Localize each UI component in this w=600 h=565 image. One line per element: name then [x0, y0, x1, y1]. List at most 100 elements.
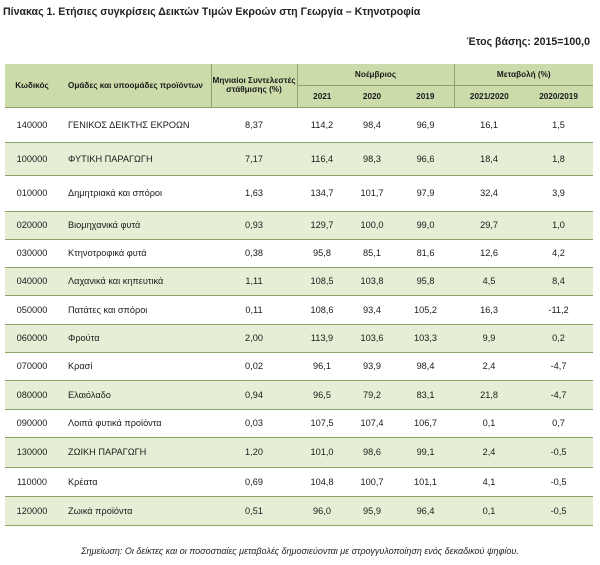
cell-value-2020: 98,6	[347, 437, 397, 467]
cell-value-2021: 96,1	[313, 361, 331, 371]
cell-group-name: Δημητριακά και σπόροι	[68, 188, 163, 198]
cell-value-2020: 93,4	[363, 304, 381, 315]
table-row: 080000 Ελαιόλαδο 0,94 96,5 79,2 83,1 21,8 -4,7	[5, 380, 594, 409]
cell-code: 110000	[17, 476, 47, 487]
cell-change-2021-2020: 9,9	[454, 324, 525, 352]
cell-group-name: Λοιπά φυτικά προϊόντα	[68, 418, 162, 428]
table-row: 090000 Λοιπά φυτικά προϊόντα 0,03 107,5 107,…	[5, 409, 594, 437]
cell-change-2020-2019: -0,5	[524, 437, 594, 467]
table-row: 070000 Κρασί 0,02 96,1 93,9 98,4 2,4 -4,7	[5, 352, 594, 380]
header-code: Κωδικός	[5, 64, 59, 107]
cell-group-name: ΓΕΝΙΚΟΣ ΔΕΙΚΤΗΣ ΕΚΡΟΩΝ	[68, 119, 190, 130]
cell-code: 140000	[16, 119, 48, 130]
cell-value-2019: 95,8	[397, 267, 455, 295]
cell-change-2020-2019: -11,2	[548, 304, 569, 315]
cell-value-2019: 99,0	[397, 211, 455, 239]
cell-change-2021-2020: 4,5	[454, 267, 525, 295]
cell-code: 030000	[16, 248, 48, 258]
cell-value-2019: 103,3	[397, 324, 455, 352]
footnote: Σημείωση: Οι δείκτες και οι ποσοστιαίες …	[81, 546, 519, 556]
cell-value-2019: 81,6	[416, 248, 435, 258]
base-year-label: Έτος βάσης: 2015=100,0	[466, 36, 590, 48]
cell-change-2020-2019: -4,7	[550, 361, 567, 371]
cell-change-2021-2020: 0,1	[482, 418, 496, 428]
cell-value-2021: 116,4	[297, 142, 347, 175]
cell-value-2019: 96,9	[416, 119, 435, 130]
cell-value-2020: 98,3	[347, 142, 397, 175]
cell-group-name: ΖΩΙΚΗ ΠΑΡΑΓΩΓΗ	[59, 437, 211, 467]
cell-change-2020-2019: 1,8	[524, 142, 594, 175]
cell-group-name: Κρέατα	[68, 476, 98, 487]
cell-code: 020000	[5, 211, 59, 239]
cell-value-2020: 98,4	[363, 119, 381, 130]
cell-value-2020: 107,4	[360, 418, 384, 428]
cell-change-2021-2020: 32,4	[480, 188, 498, 198]
header-november: Νοέμβριος	[296, 64, 455, 86]
cell-value-2021: 101,0	[297, 437, 347, 467]
cell-value-2020: 100,7	[360, 476, 384, 487]
cell-value-2021: 113,9	[297, 324, 347, 352]
cell-value-2019: 106,7	[414, 418, 438, 428]
cell-code: 130000	[5, 437, 59, 467]
cell-value-2021: 134,7	[310, 188, 334, 198]
table-row: 140000 ΓΕΝΙΚΟΣ ΔΕΙΚΤΗΣ ΕΚΡΟΩΝ 8,37 114,2 98,…	[5, 107, 594, 142]
cell-weight: 0,02	[245, 361, 263, 371]
header-groups: Ομάδες και υποομάδες προϊόντων	[59, 64, 211, 107]
table-row: 110000 Κρέατα 0,69 104,8 100,7 101,1 4,1 -0,5	[5, 467, 594, 496]
cell-value-2019: 97,9	[416, 188, 435, 198]
header-change-2020-2019: 2020/2019	[524, 85, 594, 107]
table-body: 140000 ΓΕΝΙΚΟΣ ΔΕΙΚΤΗΣ ΕΚΡΟΩΝ 8,37 114,2 98,…	[5, 107, 594, 525]
cell-change-2021-2020: 2,4	[482, 361, 496, 371]
cell-change-2020-2019: 1,5	[552, 119, 565, 130]
table-row: 050000 Πατάτες και σπόροι 0,11 108,6 93,4 105…	[5, 295, 594, 324]
cell-value-2019: 98,4	[416, 361, 435, 371]
cell-group-name: Πατάτες και σπόροι	[68, 304, 148, 315]
table-row: 100000 ΦΥΤΙΚΗ ΠΑΡΑΓΩΓΗ 7,17 116,4 98,3 96,6 18…	[5, 142, 594, 175]
cell-weight: 0,38	[245, 248, 263, 258]
cell-change-2021-2020: 16,1	[480, 119, 498, 130]
cell-value-2020: 101,7	[360, 188, 384, 198]
header-change-2021-2020: 2021/2020	[453, 85, 525, 107]
cell-change-2020-2019: 0,2	[524, 324, 594, 352]
table-row: 020000 Βιομηχανικά φυτά 0,93 129,7 100,0 99,0…	[5, 211, 594, 239]
cell-group-name: Ελαιόλαδο	[59, 380, 211, 409]
cell-value-2019: 96,4	[397, 496, 455, 525]
cell-value-2021: 107,5	[310, 418, 334, 428]
cell-value-2021: 104,8	[310, 476, 334, 487]
cell-weight: 0,51	[211, 496, 297, 525]
cell-group-name: Βιομηχανικά φυτά	[59, 211, 211, 239]
cell-value-2020: 100,0	[347, 211, 397, 239]
cell-value-2020: 93,9	[363, 361, 381, 371]
cell-change-2021-2020: 29,7	[454, 211, 525, 239]
cell-change-2021-2020: 0,1	[454, 496, 525, 525]
cell-weight: 8,37	[245, 119, 263, 130]
cell-value-2020: 103,6	[347, 324, 397, 352]
cell-code: 010000	[16, 188, 48, 198]
cell-value-2019: 101,1	[414, 476, 438, 487]
cell-value-2020: 95,9	[347, 496, 397, 525]
cell-group-name: Ζωικά προϊόντα	[59, 496, 211, 525]
header-change: Μεταβολή (%)	[453, 64, 594, 86]
table-row: 060000 Φρούτα 2,00 113,9 103,6 103,3 9,9 0,2	[5, 324, 594, 352]
cell-change-2021-2020: 16,3	[480, 304, 498, 315]
cell-code: 070000	[16, 361, 48, 371]
cell-change-2020-2019: -4,7	[524, 380, 594, 409]
cell-code: 100000	[5, 142, 59, 175]
cell-weight: 1,20	[211, 437, 297, 467]
cell-code: 050000	[16, 304, 48, 315]
cell-weight: 0,11	[245, 304, 263, 315]
cell-value-2019: 99,1	[397, 437, 455, 467]
cell-code: 120000	[5, 496, 59, 525]
cell-group-name: Κρασί	[68, 361, 93, 371]
cell-weight: 7,17	[211, 142, 297, 175]
header-weights: Μηνιαίοι Συντελεστές στάθμισης (%)	[210, 64, 297, 107]
cell-group-name: ΦΥΤΙΚΗ ΠΑΡΑΓΩΓΗ	[59, 142, 211, 175]
cell-change-2021-2020: 18,4	[454, 142, 525, 175]
table-row: 130000 ΖΩΙΚΗ ΠΑΡΑΓΩΓΗ 1,20 101,0 98,6 99,1 2,4…	[5, 437, 594, 467]
cell-change-2020-2019: 1,0	[524, 211, 594, 239]
header-year-2021: 2021	[296, 85, 347, 107]
cell-value-2021: 96,0	[297, 496, 347, 525]
cell-value-2020: 85,1	[363, 248, 381, 258]
cell-value-2020: 79,2	[347, 380, 397, 409]
cell-value-2019: 83,1	[397, 380, 455, 409]
